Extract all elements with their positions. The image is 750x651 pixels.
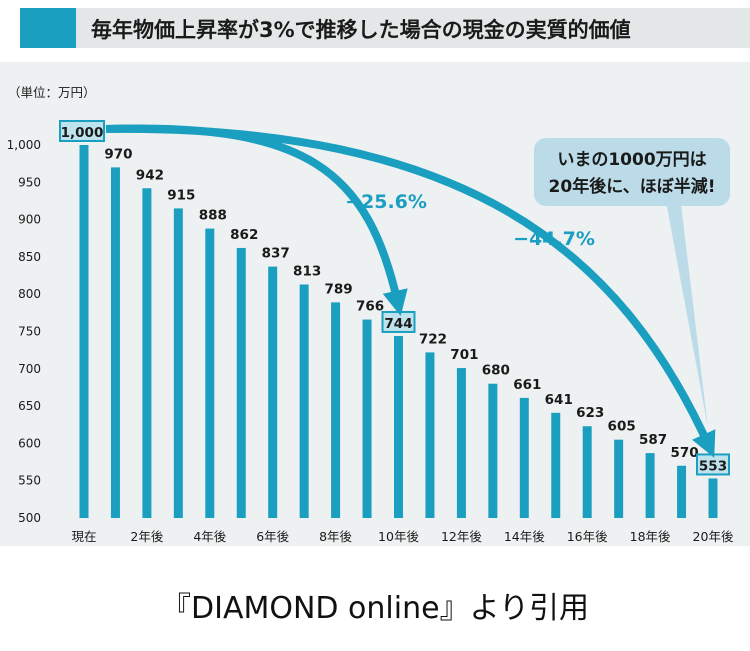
value-label: 862 [230, 227, 258, 243]
bar [173, 208, 183, 518]
annotation-label: −25.6% [345, 191, 427, 213]
bar [79, 145, 89, 518]
x-tick-label: 4年後 [193, 529, 226, 544]
bar [582, 426, 592, 518]
y-tick-label: 1,000 [7, 138, 41, 152]
x-tick-label: 12年後 [441, 529, 482, 544]
arrow-20-years [105, 124, 716, 458]
bar [362, 319, 372, 518]
x-axis: 現在 2年後 4年後 6年後 8年後 10年後 12年後 14年後 16年後 18年後 20年後 [71, 529, 733, 544]
x-tick-label: 16年後 [567, 529, 608, 544]
bar [268, 266, 278, 518]
y-tick-label: 700 [18, 362, 41, 376]
y-tick-label: 550 [18, 474, 41, 488]
bar [331, 302, 341, 518]
x-tick-label: 6年後 [256, 529, 289, 544]
bar [614, 439, 624, 518]
annotation-arrows: −25.6% −44.7% [105, 124, 716, 458]
y-axis: 500 550 600 650 700 750 800 850 900 950 1,000 [7, 138, 41, 525]
chart-title: 毎年物価上昇率が3%で推移した場合の現金の実質的価値 [91, 18, 631, 42]
callout-line-2: 20年後に、ほぼ半減! [549, 176, 716, 197]
x-tick-label: 現在 [71, 529, 96, 544]
value-label: 722 [419, 331, 447, 347]
bar [394, 335, 403, 518]
bar-series [79, 145, 718, 518]
callout-box [534, 138, 730, 206]
bar [677, 465, 687, 518]
bar [425, 352, 435, 518]
value-label: 553 [699, 458, 727, 474]
value-label: 888 [199, 208, 227, 224]
bar [708, 478, 718, 518]
value-label: 942 [136, 167, 164, 183]
bar [205, 228, 215, 518]
bar [519, 397, 529, 518]
value-label: 837 [262, 246, 290, 262]
y-tick-label: 750 [18, 325, 41, 339]
value-label: 661 [513, 377, 541, 393]
value-label: 587 [639, 432, 667, 448]
callout-pointer [665, 196, 708, 428]
source-caption: 『DIAMOND online』より引用 [161, 591, 589, 626]
y-tick-label: 800 [18, 287, 41, 301]
value-label: 970 [104, 146, 132, 162]
y-tick-label: 650 [18, 399, 41, 413]
y-tick-label: 600 [18, 436, 41, 450]
bar [551, 412, 561, 518]
value-label: 1,000 [61, 125, 104, 141]
bar [142, 188, 152, 518]
x-tick-label: 14年後 [504, 529, 545, 544]
header-bar [20, 8, 750, 48]
value-label-box [59, 120, 105, 142]
value-label: 605 [608, 419, 636, 435]
value-label: 744 [384, 316, 412, 332]
y-tick-label: 850 [18, 250, 41, 264]
x-tick-label: 20年後 [693, 529, 734, 544]
x-tick-label: 8年後 [319, 529, 352, 544]
x-tick-label: 18年後 [630, 529, 671, 544]
header-accent [20, 8, 76, 48]
value-label: 623 [576, 405, 604, 421]
bar [456, 368, 466, 518]
callout-bubble: いまの1000万円は 20年後に、ほぼ半減! [534, 138, 730, 428]
x-tick-label: 2年後 [130, 529, 163, 544]
bar [236, 247, 246, 518]
y-tick-label: 900 [18, 213, 41, 227]
y-tick-label: 950 [18, 175, 41, 189]
unit-label: （単位：万円） [8, 85, 96, 100]
value-label: 641 [545, 392, 573, 408]
callout-line-1: いまの1000万円は [557, 150, 706, 170]
value-label: 701 [450, 347, 478, 363]
bar [488, 383, 498, 518]
annotation-label: −44.7% [513, 228, 595, 250]
bar [645, 453, 655, 518]
value-label: 915 [167, 187, 195, 203]
value-label: 789 [325, 281, 353, 297]
x-tick-label: 10年後 [378, 529, 419, 544]
value-label: 680 [482, 363, 510, 379]
bar [299, 284, 309, 518]
bar [110, 167, 120, 518]
y-tick-label: 500 [18, 511, 41, 525]
value-label: 570 [670, 445, 698, 461]
value-label: 813 [293, 264, 321, 280]
value-label: 766 [356, 299, 384, 315]
